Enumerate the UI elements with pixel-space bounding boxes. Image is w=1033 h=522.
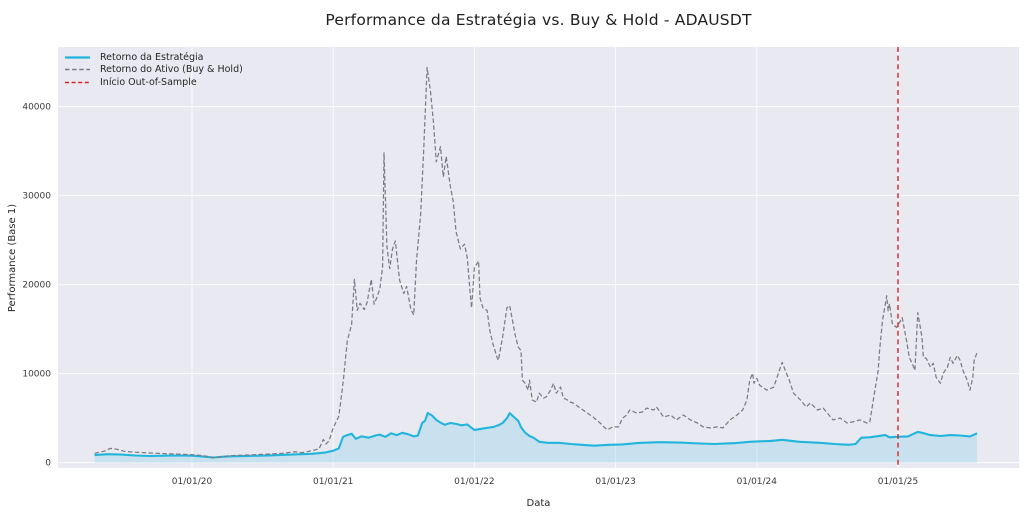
tick-labels: 0 10000 20000 30000 40000 01/01/20 01/01/21 01/…	[22, 103, 918, 487]
legend: Retorno da Estratégia Retorno do Ativo (…	[64, 52, 243, 88]
y-tick-label: 30000	[22, 192, 51, 202]
legend-label-oos: Início Out-of-Sample	[100, 76, 197, 88]
y-tick-label: 10000	[22, 370, 51, 380]
buyhold-line	[94, 66, 978, 459]
gridlines	[58, 47, 1019, 468]
strategy-line	[94, 411, 978, 459]
plot-background	[58, 47, 1019, 468]
x-tick-label: 01/01/22	[454, 477, 494, 487]
chart-title: Performance da Estratégia vs. Buy & Hold…	[325, 11, 752, 29]
legend-label-buyhold: Retorno do Ativo (Buy & Hold)	[100, 64, 243, 76]
legend-item-oos: Início Out-of-Sample	[64, 77, 243, 88]
strategy-line-swatch	[65, 56, 90, 59]
x-tick-label: 01/01/20	[172, 477, 213, 487]
legend-label-strategy: Retorno da Estratégia	[100, 51, 204, 63]
legend-item-strategy: Retorno da Estratégia	[64, 52, 243, 63]
x-axis-label: Data	[526, 498, 551, 509]
legend-item-buyhold: Retorno do Ativo (Buy & Hold)	[64, 64, 243, 76]
x-tick-label: 01/01/25	[878, 477, 918, 487]
y-tick-label: 0	[45, 459, 51, 469]
strategy-area-fill	[94, 413, 978, 463]
x-tick-label: 01/01/24	[737, 477, 778, 487]
y-tick-label: 40000	[22, 103, 51, 113]
y-axis-label: Performance (Base 1)	[7, 203, 18, 313]
x-tick-label: 01/01/21	[313, 477, 353, 487]
buyhold-line-swatch	[65, 69, 90, 71]
y-tick-label: 20000	[22, 281, 51, 291]
oos-line-swatch	[65, 81, 90, 83]
x-tick-label: 01/01/23	[595, 477, 635, 487]
